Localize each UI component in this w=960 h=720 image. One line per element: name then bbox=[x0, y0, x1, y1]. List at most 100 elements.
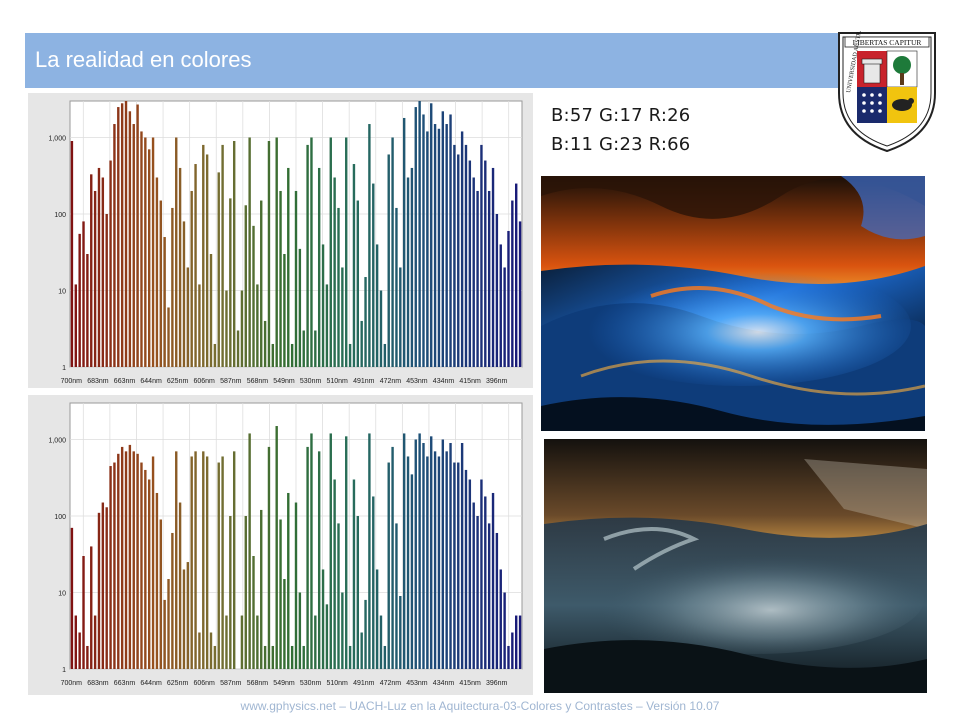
spectrum-bar bbox=[128, 444, 132, 669]
spectrum-bar bbox=[213, 343, 217, 367]
spectrum-bar bbox=[399, 267, 402, 367]
spectrum-bar bbox=[337, 207, 340, 367]
spectrum-bar bbox=[252, 556, 255, 669]
spectrum-bar bbox=[321, 569, 325, 669]
spectrum-bar bbox=[364, 599, 367, 669]
spectrum-bar bbox=[117, 453, 120, 669]
spectrum-bar bbox=[151, 137, 155, 367]
spectrum-bar bbox=[70, 527, 74, 669]
spectrum-bar bbox=[232, 451, 236, 669]
spectrum-bar bbox=[402, 117, 406, 367]
spectrum-bar bbox=[267, 141, 271, 367]
spectrum-bar bbox=[341, 267, 344, 367]
spectrum-bar bbox=[484, 160, 487, 367]
spectrum-bar bbox=[74, 615, 77, 669]
spectrum-bar bbox=[194, 451, 197, 669]
spectrum-bar bbox=[341, 592, 344, 669]
spectrum-bar bbox=[113, 124, 116, 367]
spectrum-bar bbox=[426, 456, 429, 669]
spectrum-bar bbox=[356, 200, 360, 367]
spectrum-bar bbox=[426, 131, 429, 367]
spectrum-bar bbox=[221, 456, 224, 669]
x-tick-label: 472nm bbox=[380, 680, 402, 687]
x-tick-label: 510nm bbox=[326, 378, 348, 385]
x-tick-label: 396nm bbox=[486, 378, 508, 385]
spectrum-bar bbox=[93, 190, 97, 367]
spectrum-bar bbox=[368, 124, 371, 367]
spectrum-bar bbox=[360, 632, 363, 669]
spectrum-bar bbox=[487, 523, 491, 669]
spectrum-bar bbox=[178, 167, 182, 367]
spectrum-bar bbox=[441, 439, 445, 669]
rgb-readout-2: B:11 G:23 R:66 bbox=[551, 134, 691, 155]
x-tick-label: 625nm bbox=[167, 378, 189, 385]
spectrum-bar bbox=[90, 546, 93, 669]
spectrum-bar bbox=[480, 144, 483, 367]
spectrum-bar bbox=[314, 330, 317, 367]
spectrum-bar bbox=[314, 615, 317, 669]
spectrum-bar bbox=[495, 532, 499, 669]
spectrum-bar bbox=[136, 104, 139, 367]
spectrum-bar bbox=[128, 111, 132, 367]
y-tick-label: 1 bbox=[62, 667, 66, 674]
spectrum-bar bbox=[453, 144, 456, 367]
spectrum-bar bbox=[387, 462, 390, 669]
spectrum-bar bbox=[491, 167, 495, 367]
logo-motto: LIBERTAS CAPITUR bbox=[853, 38, 922, 47]
y-tick-label: 1,000 bbox=[48, 135, 66, 142]
spectrum-bar bbox=[418, 433, 421, 669]
spectrum-bar bbox=[298, 592, 302, 669]
spectrum-bar bbox=[97, 167, 101, 367]
spectrum-bar bbox=[410, 167, 414, 367]
spectrum-bar bbox=[155, 177, 159, 367]
spectrum-bar bbox=[190, 190, 193, 367]
spectrum-bar bbox=[387, 154, 390, 367]
spectrum-bar bbox=[120, 446, 124, 669]
university-seal-icon: LIBERTAS CAPITUR UNIVERSIDAD AUSTRAL DE … bbox=[837, 0, 937, 153]
x-tick-label: 491nm bbox=[353, 378, 375, 385]
spectrum-bar bbox=[515, 183, 518, 367]
spectrum-bar bbox=[433, 451, 437, 669]
spectrum-bar bbox=[364, 277, 367, 367]
spectrum-bar bbox=[302, 330, 305, 367]
spectrum-bar bbox=[178, 502, 182, 669]
spectrum-bar bbox=[422, 114, 425, 367]
spectrum-bar bbox=[406, 177, 410, 367]
spectrum-bar bbox=[163, 599, 166, 669]
spectrum-bar bbox=[345, 436, 348, 669]
spectrum-bar bbox=[372, 496, 375, 669]
spectrum-bar bbox=[460, 443, 464, 669]
spectrum-bar bbox=[144, 469, 147, 669]
x-tick-label: 606nm bbox=[193, 378, 215, 385]
spectrum-bar bbox=[468, 160, 472, 367]
spectrum-bar bbox=[518, 221, 522, 367]
spectrum-bar bbox=[136, 453, 139, 669]
spectrum-bar bbox=[287, 492, 290, 669]
spectrum-bar bbox=[306, 144, 309, 367]
spectrum-bar bbox=[476, 516, 479, 669]
spectrum-bar bbox=[124, 101, 128, 367]
spectrum-bar bbox=[260, 509, 263, 669]
spectrum-bar bbox=[232, 141, 236, 367]
spectrum-bar bbox=[209, 254, 213, 367]
spectrum-bar bbox=[171, 532, 174, 669]
spectrum-bar bbox=[503, 592, 506, 669]
spectrum-bar bbox=[321, 244, 325, 367]
spectrum-bar bbox=[132, 124, 135, 367]
x-tick-label: 453nm bbox=[406, 680, 428, 687]
spectrum-bar bbox=[476, 190, 479, 367]
spectrum-bar bbox=[78, 233, 81, 367]
spectrum-bar bbox=[93, 615, 97, 669]
x-tick-label: 530nm bbox=[300, 378, 322, 385]
spectrum-bar bbox=[356, 516, 360, 669]
spectrum-bar bbox=[518, 615, 522, 669]
spectrum-bar bbox=[256, 615, 259, 669]
spectrum-bar bbox=[333, 479, 336, 669]
spectrum-bar bbox=[256, 284, 259, 367]
spectrum-bar bbox=[159, 519, 162, 669]
spectrum-bar bbox=[120, 103, 124, 367]
spectrum-bar bbox=[422, 443, 425, 669]
spectrum-bar bbox=[437, 128, 441, 367]
spectrum-bar bbox=[171, 207, 174, 367]
spectrum-bar bbox=[175, 451, 178, 669]
